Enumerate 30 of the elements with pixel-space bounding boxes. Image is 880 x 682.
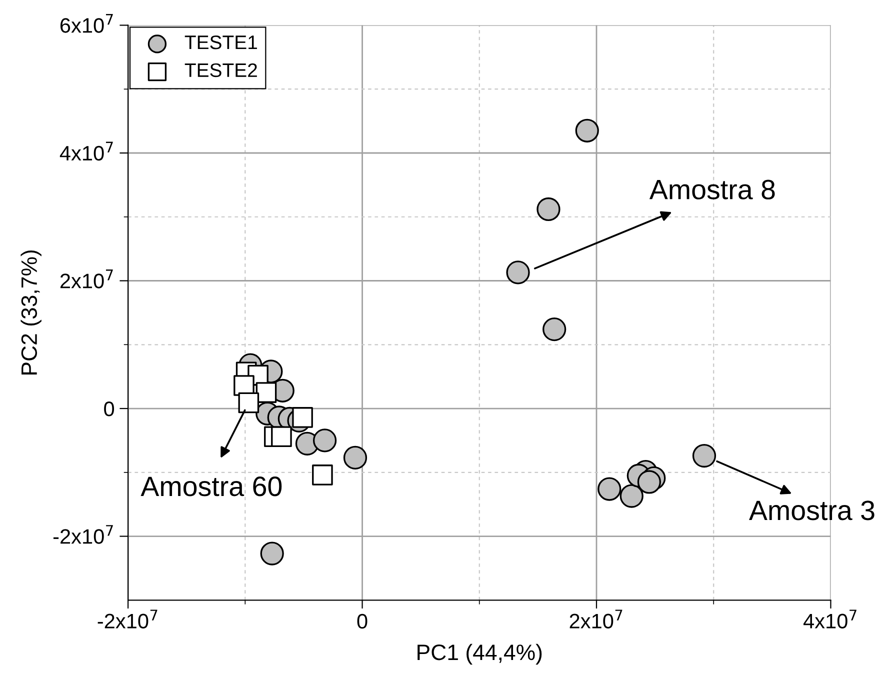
- point: [312, 428, 337, 452]
- x-axis-title: PC1 (44,4%): [418, 644, 542, 665]
- y-axis-title: PC2 (33,7%): [20, 250, 42, 374]
- annotation: Amostra 8: [649, 180, 775, 200]
- legend-label: TESTE2: [184, 63, 257, 78]
- point: [292, 407, 313, 428]
- point: [637, 470, 662, 494]
- x-tick-label: -2x10$^{7}$: [98, 610, 158, 629]
- point: [598, 477, 622, 501]
- point: [343, 446, 368, 470]
- point: [238, 392, 260, 414]
- point: [692, 444, 716, 468]
- y-tick-label: 4x10$^{7}$: [60, 142, 113, 161]
- x-tick-label: 0: [357, 614, 368, 629]
- point: [620, 484, 644, 508]
- point: [542, 317, 566, 342]
- annotation: Amostra 3: [749, 500, 874, 520]
- point: [506, 260, 530, 284]
- y-tick-label: 0: [104, 402, 114, 416]
- point: [271, 426, 292, 448]
- x-tick-label: 2x10$^{7}$: [570, 610, 622, 629]
- annotation: Amostra 60: [140, 476, 282, 496]
- y-tick-label: 2x10$^{7}$: [60, 270, 113, 288]
- y-tick-label: 6x10$^{7}$: [60, 14, 113, 33]
- legend-label: TESTE1: [184, 35, 257, 50]
- y-tick-label: -2x10$^{7}$: [53, 525, 113, 544]
- point: [536, 197, 560, 222]
- point: [260, 542, 284, 566]
- x-tick-label: 4x10$^{7}$: [803, 610, 856, 629]
- point: [575, 118, 599, 142]
